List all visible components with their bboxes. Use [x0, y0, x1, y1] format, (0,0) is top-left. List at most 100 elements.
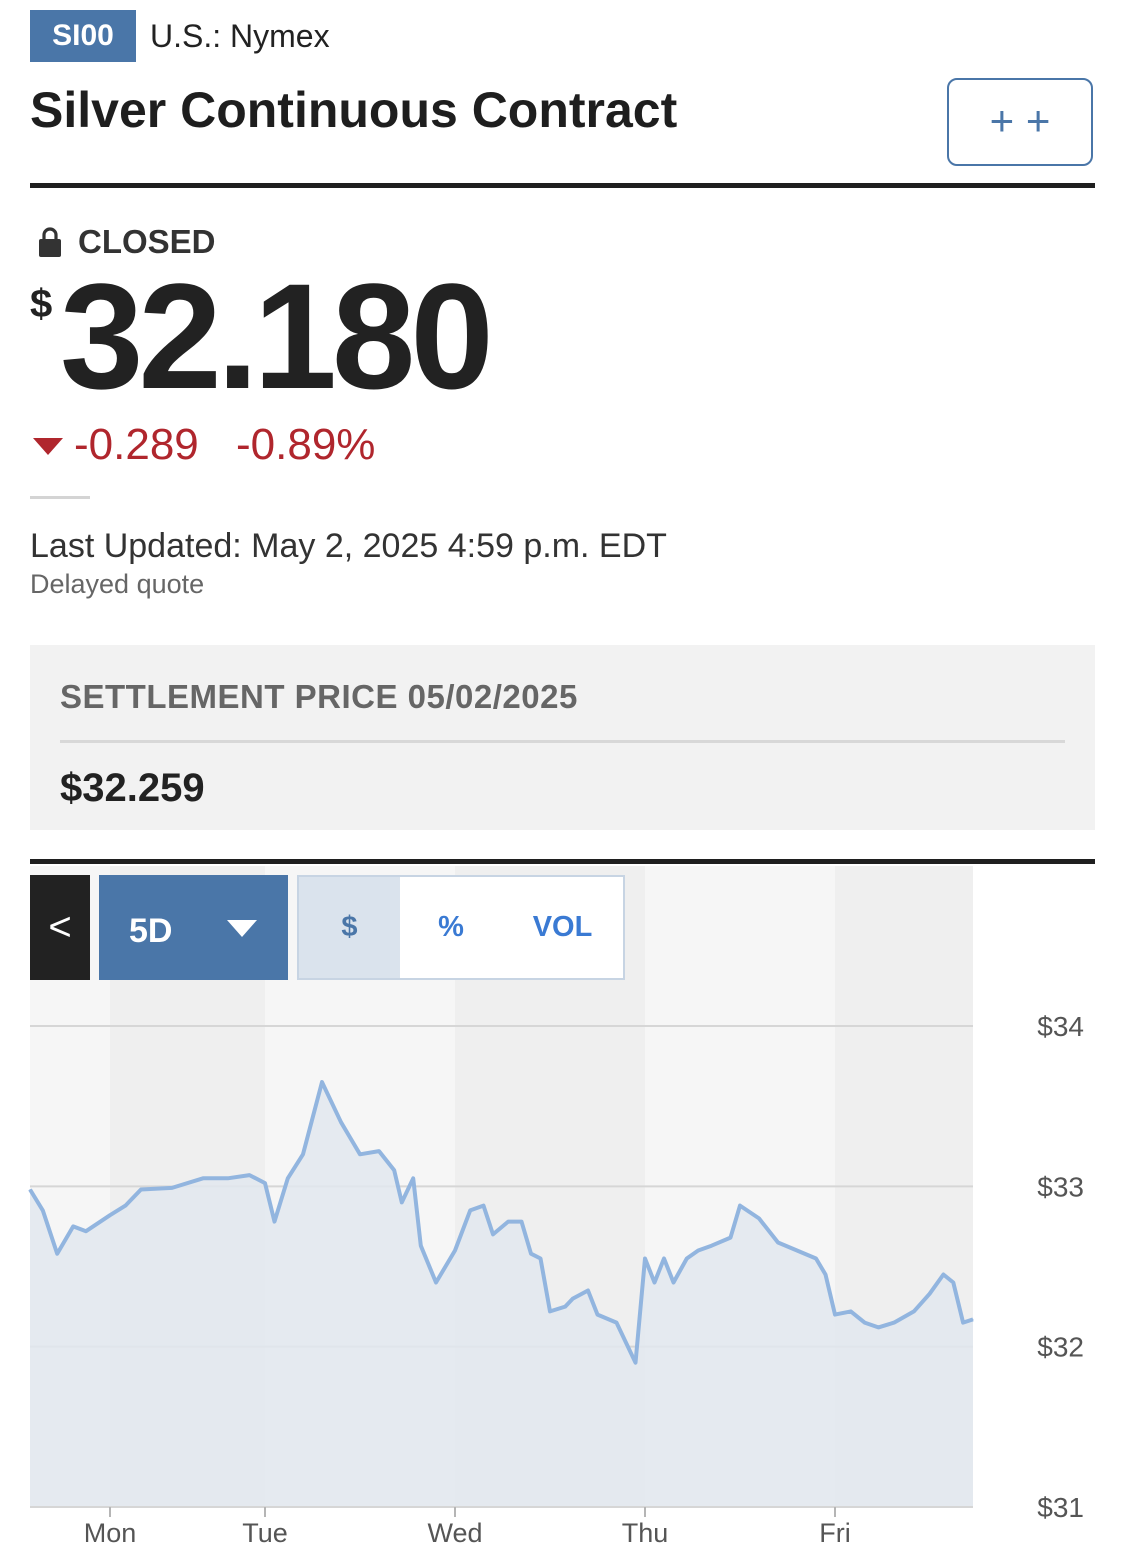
y-tick-label: $31 [1037, 1492, 1084, 1523]
x-tick-label: Mon [84, 1518, 137, 1548]
price-change-percent: -0.89% [236, 420, 376, 469]
settlement-panel: SETTLEMENT PRICE 05/02/2025 $32.259 [30, 645, 1095, 830]
data-point [401, 1201, 403, 1203]
settlement-label: SETTLEMENT PRICE 05/02/2025 [60, 678, 578, 715]
data-point [758, 1217, 760, 1219]
data-point [663, 1257, 665, 1259]
down-arrow-icon [33, 438, 63, 455]
data-point [359, 1153, 361, 1155]
chevron-down-icon [227, 920, 257, 937]
data-point [597, 1314, 598, 1316]
data-point [850, 1310, 852, 1312]
data-point [972, 1318, 974, 1320]
x-tick-label: Tue [242, 1518, 288, 1548]
add-to-watchlist-button[interactable]: + + [947, 78, 1093, 166]
data-point [492, 1233, 494, 1235]
data-point [264, 1182, 266, 1184]
data-point [109, 1214, 111, 1216]
settlement-value: $32.259 [60, 766, 205, 810]
data-point [929, 1293, 931, 1295]
x-tick-label: Thu [622, 1518, 669, 1548]
data-point [249, 1174, 250, 1176]
lock-icon [39, 227, 61, 257]
data-point [125, 1205, 126, 1207]
data-point [893, 1322, 895, 1324]
chart-back-button[interactable]: < [30, 875, 90, 980]
data-point [635, 1362, 636, 1364]
data-point [587, 1290, 589, 1292]
data-point [697, 1249, 699, 1251]
data-point [340, 1121, 342, 1123]
data-point [952, 1282, 954, 1284]
ticker-badge: SI00 [30, 10, 136, 62]
data-point [378, 1150, 380, 1152]
tab-percent[interactable]: % [400, 875, 504, 980]
tab-volume[interactable]: VOL [502, 875, 625, 980]
chart-top-divider [30, 859, 1095, 864]
data-point [140, 1189, 142, 1191]
data-point [549, 1310, 551, 1312]
data-point [85, 1230, 87, 1232]
data-point [730, 1237, 731, 1239]
data-point [654, 1282, 655, 1284]
data-point [796, 1249, 798, 1251]
data-point [711, 1245, 712, 1247]
data-point [393, 1169, 395, 1171]
data-point [420, 1245, 422, 1247]
data-point [287, 1177, 289, 1179]
data-point [171, 1187, 173, 1189]
data-point [572, 1298, 574, 1300]
data-point [564, 1306, 566, 1308]
data-point [483, 1205, 484, 1207]
data-point [435, 1282, 437, 1284]
data-point [321, 1081, 323, 1083]
data-point [644, 1257, 646, 1259]
currency-symbol: $ [30, 282, 53, 326]
data-point [877, 1326, 879, 1328]
data-point [274, 1221, 275, 1223]
data-point [815, 1257, 817, 1259]
y-tick-label: $33 [1037, 1171, 1084, 1202]
y-tick-label: $34 [1037, 1011, 1084, 1042]
data-point [825, 1274, 826, 1276]
data-point [227, 1177, 229, 1179]
settlement-divider [60, 740, 1065, 743]
data-point [72, 1225, 74, 1227]
x-tick-label: Wed [427, 1518, 482, 1548]
page-title: Silver Continuous Contract [30, 82, 678, 138]
data-point [962, 1322, 964, 1324]
data-point [29, 1189, 31, 1191]
data-point [913, 1310, 915, 1312]
data-point [454, 1249, 456, 1251]
data-point [739, 1205, 741, 1207]
header-divider [30, 183, 1095, 188]
last-updated: Last Updated: May 2, 2025 4:59 p.m. EDT [30, 527, 667, 565]
data-point [540, 1257, 541, 1259]
data-point [530, 1253, 532, 1255]
y-tick-label: $32 [1037, 1332, 1084, 1363]
time-range-label: 5D [129, 912, 173, 950]
data-point [42, 1209, 44, 1211]
divider [30, 496, 90, 499]
last-price: 32.180 [60, 252, 494, 420]
data-point [834, 1314, 836, 1316]
delayed-quote-note: Delayed quote [30, 569, 205, 599]
data-point [942, 1274, 944, 1276]
data-point [302, 1153, 304, 1155]
data-point [616, 1322, 617, 1324]
data-point [521, 1221, 522, 1223]
data-point [864, 1322, 866, 1324]
tab-dollar[interactable]: $ [297, 875, 402, 980]
price-change: -0.289 [74, 420, 199, 469]
time-range-dropdown[interactable]: 5D [99, 875, 288, 980]
data-point [202, 1177, 204, 1179]
data-point [777, 1241, 779, 1243]
data-point [686, 1257, 688, 1259]
data-point [412, 1177, 414, 1179]
market-status: CLOSED [78, 223, 216, 260]
x-tick-label: Fri [819, 1518, 850, 1548]
data-point [673, 1282, 674, 1284]
data-point [507, 1221, 509, 1223]
data-point [56, 1253, 58, 1255]
exchange-label: U.S.: Nymex [150, 18, 330, 54]
